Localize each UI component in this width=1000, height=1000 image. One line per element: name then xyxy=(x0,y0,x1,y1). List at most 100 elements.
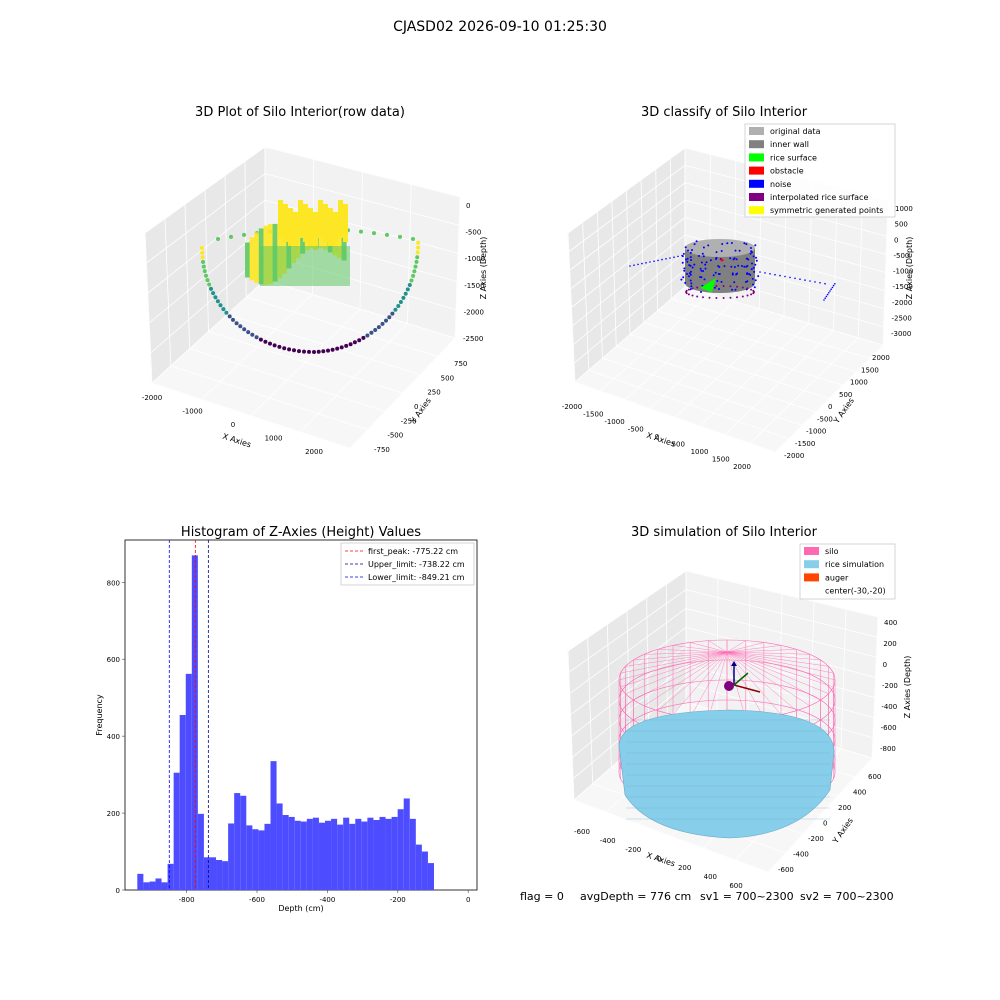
data-point xyxy=(745,257,748,260)
legend-entry: noise xyxy=(749,179,791,189)
auger-axis xyxy=(733,684,761,693)
legend-entry: first_peak: -775.22 cm xyxy=(345,547,458,556)
data-point xyxy=(348,342,353,347)
z-tick-labels: 1000 500 0 -500 -1000 -1500 -2000 -2500 -3000 xyxy=(891,205,913,338)
x-tick-label: -400 xyxy=(600,837,616,845)
data-point xyxy=(249,237,255,281)
x-tick-label: 0 xyxy=(466,896,470,904)
histogram-bar xyxy=(312,817,319,890)
histogram-bar xyxy=(367,817,374,890)
legend-label: rice simulation xyxy=(825,560,884,569)
y-tick-label: -1000 xyxy=(806,428,826,436)
data-point xyxy=(416,245,421,250)
z-tick-label: -800 xyxy=(880,745,896,753)
x-axis-label: X Axies xyxy=(645,431,676,449)
data-point xyxy=(405,287,410,292)
z-axis-label: Z Axies (Depth) xyxy=(479,237,488,300)
grid-line xyxy=(684,286,884,346)
y-axis-label: Y Axies xyxy=(830,816,855,846)
data-point xyxy=(699,276,702,278)
data-point xyxy=(752,283,754,286)
data-point xyxy=(750,288,753,291)
x-tick-labels: -2000 -1000 0 1000 2000 xyxy=(142,394,323,456)
data-point xyxy=(398,234,402,239)
data-point xyxy=(715,251,718,254)
histogram-bar xyxy=(288,816,295,890)
histogram-bar xyxy=(270,761,277,890)
data-point xyxy=(665,258,667,260)
data-point xyxy=(704,267,707,270)
z-tick-label: 200 xyxy=(883,640,896,648)
y-tick-label: 0 xyxy=(116,887,120,895)
grid-line xyxy=(264,146,461,198)
grid-lines xyxy=(567,147,889,453)
legend-swatch xyxy=(749,153,764,162)
data-point xyxy=(218,303,223,308)
silo-wire xyxy=(657,651,728,711)
data-point xyxy=(204,273,208,278)
data-point xyxy=(741,265,743,267)
data-point xyxy=(335,346,340,351)
legend-swatch xyxy=(804,560,819,569)
data-point xyxy=(689,256,692,259)
data-point xyxy=(293,212,298,250)
histogram-bar xyxy=(276,803,283,890)
x-tick-label: 0 xyxy=(655,433,659,441)
z-axis-label: Z Axies (Depth) xyxy=(903,656,912,719)
y-tick-label: 0 xyxy=(414,403,418,411)
data-point xyxy=(741,286,744,289)
subplot-raw-3d: 3D Plot of Silo Interior(row data) -2000… xyxy=(142,105,488,456)
silo-wire xyxy=(657,649,728,653)
data-point xyxy=(684,281,687,284)
legend-label: original data xyxy=(770,127,821,136)
y-tick-label: 1000 xyxy=(850,379,868,387)
data-point xyxy=(684,246,687,249)
data-point xyxy=(698,255,700,257)
grid-line xyxy=(144,232,153,384)
grid-line xyxy=(208,331,403,394)
grid-line xyxy=(572,664,687,758)
legend-swatch xyxy=(749,206,764,215)
z-tick-label: -1000 xyxy=(893,268,913,276)
histogram-bar xyxy=(137,873,144,890)
x-tick-label: 1000 xyxy=(265,435,283,443)
silo-wire xyxy=(726,640,746,653)
data-point xyxy=(326,348,330,353)
x-tick-label: 400 xyxy=(704,873,717,881)
y-axis-label: Y Axies xyxy=(408,396,433,426)
z-tick-label: -2000 xyxy=(464,308,484,316)
data-point xyxy=(809,280,811,282)
data-point xyxy=(737,264,740,267)
z-axis-label: Z Axies (Depth) xyxy=(905,237,914,300)
legend-label: Upper_limit: -738.22 cm xyxy=(368,560,465,569)
x-tick-label: -500 xyxy=(628,426,644,434)
z-tick-label: 500 xyxy=(895,221,908,229)
data-point xyxy=(380,321,385,326)
data-point xyxy=(313,212,318,250)
data-point xyxy=(752,289,755,292)
data-point xyxy=(829,290,831,292)
data-point xyxy=(292,348,296,353)
grid-line xyxy=(747,586,751,721)
grid-line xyxy=(574,286,686,383)
data-point xyxy=(288,208,293,246)
data-point xyxy=(734,249,737,252)
y-tick-label: -750 xyxy=(374,446,390,454)
data-point xyxy=(401,295,406,300)
z-tick-label: -200 xyxy=(882,682,898,690)
data-point xyxy=(804,279,806,281)
data-point xyxy=(304,238,310,251)
y-tick-label: -200 xyxy=(808,835,824,843)
data-point xyxy=(205,278,210,283)
histogram-bar xyxy=(222,861,229,890)
data-point xyxy=(661,258,663,261)
legend-entry: center(-30,-20) xyxy=(804,586,886,596)
y-tick-label: -1500 xyxy=(795,440,815,448)
grid-line xyxy=(569,608,687,694)
legend-swatch xyxy=(804,586,819,595)
z-tick-label: 0 xyxy=(883,661,887,669)
data-point xyxy=(339,345,344,350)
data-point xyxy=(683,267,686,270)
data-point xyxy=(715,297,718,299)
z-tick-label: -1500 xyxy=(893,283,913,291)
